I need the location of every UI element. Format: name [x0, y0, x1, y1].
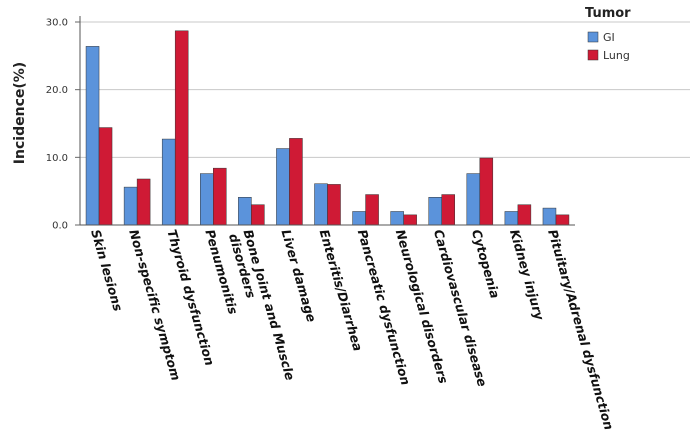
category-label: Kidney injury: [507, 228, 547, 323]
legend-title: Tumor: [585, 6, 631, 21]
category-label: Cytopenia: [469, 228, 503, 300]
bar-gi-11: [504, 211, 519, 226]
legend: Tumor GI Lung: [585, 6, 631, 62]
y-tick-label: 10.0: [46, 153, 68, 164]
category-label: Pituitary/Adrenal dysfunction: [545, 228, 617, 432]
bar-gi-3: [200, 173, 214, 226]
bar-lung-11: [517, 204, 532, 226]
legend-swatch-lung: [587, 49, 599, 61]
bar-gi-10: [466, 173, 481, 226]
bar-gi-5: [276, 148, 290, 226]
bar-lung-9: [441, 194, 455, 226]
bar-gi-1: [123, 186, 138, 226]
legend-label-lung: Lung: [603, 49, 630, 62]
bar-lung-8: [403, 214, 417, 226]
bar-gi-2: [161, 138, 176, 226]
bar-gi-4: [238, 197, 252, 226]
y-axis-title: Incidence(%): [12, 62, 28, 164]
legend-label-gi: GI: [603, 31, 615, 44]
bar-lung-2: [174, 30, 189, 226]
bar-gi-12: [542, 207, 557, 226]
bar-lung-12: [555, 214, 570, 226]
y-tick-labels: 0.0 10.0 20.0 30.0: [46, 18, 80, 232]
category-labels: Skin lesions Non-specific symptomThyroid …: [88, 228, 617, 432]
bars: [85, 30, 570, 226]
y-tick-label: 30.0: [46, 18, 68, 29]
bar-gi-8: [390, 211, 404, 226]
legend-items: GI Lung: [587, 31, 630, 62]
bar-gi-7: [352, 211, 366, 226]
bar-lung-1: [136, 178, 151, 226]
y-tick-label: 20.0: [46, 85, 68, 96]
bar-lung-3: [213, 167, 227, 226]
category-label: Enteritis/Diarrhea: [317, 228, 366, 353]
bar-lung-7: [365, 194, 379, 226]
bar-gi-6: [314, 183, 328, 226]
bar-gi-0: [85, 46, 100, 226]
bar-lung-0: [98, 127, 113, 226]
bar-lung-5: [289, 138, 303, 226]
gridlines: [80, 21, 690, 158]
bar-lung-4: [251, 204, 265, 226]
bar-lung-6: [327, 184, 341, 226]
category-label: Skin lesions: [88, 228, 126, 313]
bar-gi-9: [428, 197, 442, 226]
legend-swatch-gi: [587, 31, 599, 43]
axes: [79, 16, 575, 226]
bar-lung-10: [479, 157, 494, 226]
y-tick-label: 0.0: [52, 221, 68, 232]
category-label: Liver damage: [279, 228, 320, 324]
